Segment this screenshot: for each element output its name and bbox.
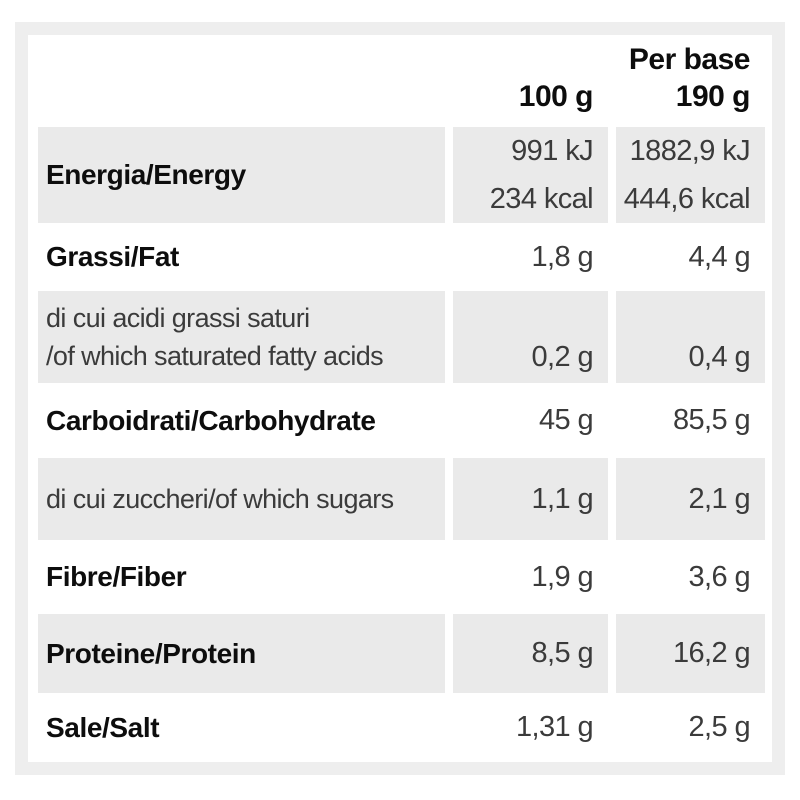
table-row-fiber: Fibre/Fiber 1,9 g 3,6 g [38, 540, 765, 614]
nutrient-label: Grassi/Fat [46, 241, 179, 272]
table-header-row: 100 g Per base 190 g [38, 35, 765, 127]
value-per-base: 16,2 g [616, 614, 765, 693]
value-per-base: 2,1 g [616, 458, 765, 540]
table-row-protein: Proteine/Protein 8,5 g 16,2 g [38, 614, 765, 693]
value-100g: 8,5 g [453, 614, 608, 693]
nutrient-sublabel-line2: /of which saturated fatty acids [46, 341, 384, 371]
table-row-sugars: di cui zuccheri/of which sugars 1,1 g 2,… [38, 458, 765, 540]
nutrient-label: Fibre/Fiber [46, 561, 187, 592]
value-per-base: 1882,9 kJ 444,6 kcal [616, 127, 765, 223]
nutrient-sublabel: di cui acidi grassi saturi /of which sat… [38, 291, 445, 383]
column-header-100g-label: 100 g [518, 80, 594, 113]
column-header-per-base-line1: Per base [628, 43, 751, 76]
nutrient-label: Sale/Salt [46, 711, 160, 743]
column-header-100g: 100 g [453, 35, 608, 127]
value-per-base-kcal: 444,6 kcal [623, 183, 751, 215]
nutrient-sublabel-line1: di cui acidi grassi saturi [46, 303, 310, 333]
column-header-per-base-line2: 190 g [675, 80, 751, 113]
nutrient-label: Proteine/Protein [38, 614, 445, 693]
value-per-base: 3,6 g [688, 560, 751, 593]
nutrient-label: Carboidrati/Carbohydrate [46, 404, 376, 436]
table-row-energy: Energia/Energy 991 kJ 234 kcal 1882,9 kJ… [38, 127, 765, 223]
value-100g: 1,31 g [515, 711, 594, 743]
value-per-base: 4,4 g [688, 240, 751, 273]
nutrient-label: Energia/Energy [38, 127, 445, 223]
table-row-salt: Sale/Salt 1,31 g 2,5 g [38, 693, 765, 762]
table-row-carbohydrate: Carboidrati/Carbohydrate 45 g 85,5 g [38, 383, 765, 458]
value-per-base-kj: 1882,9 kJ [629, 135, 751, 167]
value-100g: 1,8 g [531, 240, 594, 273]
header-empty-cell [38, 35, 445, 127]
value-100g: 991 kJ 234 kcal [453, 127, 608, 223]
table-row-fat: Grassi/Fat 1,8 g 4,4 g [38, 223, 765, 291]
nutrient-sublabel: di cui zuccheri/of which sugars [38, 458, 445, 540]
value-100g: 0,2 g [453, 291, 608, 383]
value-100g-kj: 991 kJ [511, 135, 593, 167]
value-100g: 45 g [538, 404, 594, 436]
value-100g-kcal: 234 kcal [489, 183, 594, 215]
value-100g: 1,9 g [531, 560, 594, 593]
nutrition-table: 100 g Per base 190 g Energia/Energy 991 … [15, 22, 785, 775]
value-per-base: 0,4 g [616, 291, 765, 383]
column-header-per-base: Per base 190 g [616, 35, 765, 127]
value-100g: 1,1 g [453, 458, 608, 540]
value-per-base: 85,5 g [672, 404, 751, 436]
table-row-saturated-fat: di cui acidi grassi saturi /of which sat… [38, 291, 765, 383]
value-per-base: 2,5 g [688, 711, 751, 743]
